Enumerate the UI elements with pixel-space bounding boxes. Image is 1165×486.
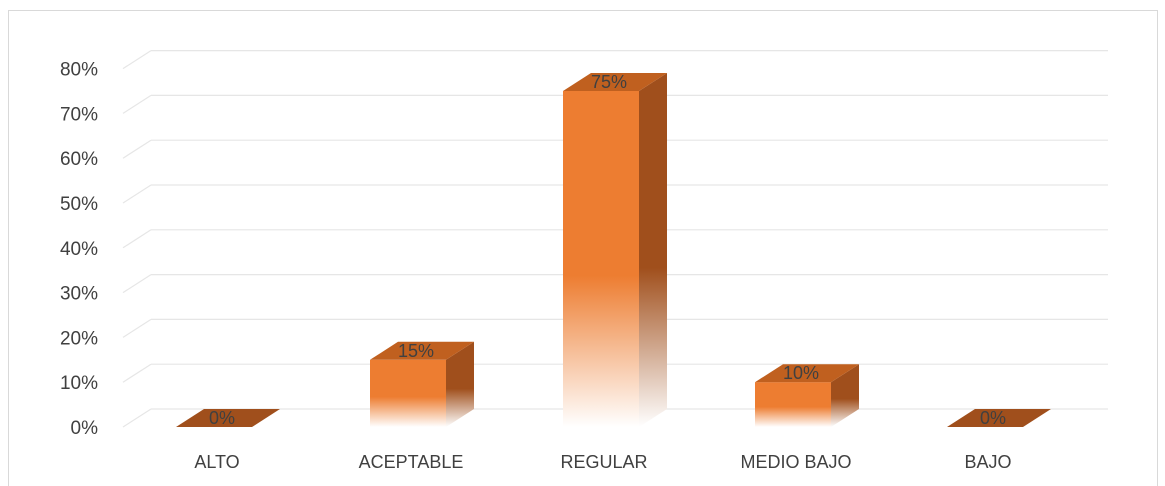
y-tick-label: 30% [60, 284, 98, 305]
category-label: ACEPTABLE [359, 452, 464, 472]
x-axis-categories: ALTO ACEPTABLE REGULAR MEDIO BAJO BAJO [194, 452, 1011, 472]
category-label: MEDIO BAJO [740, 452, 851, 472]
data-labels: 0% 15% 75% 10% 0% [209, 72, 1006, 428]
y-tick-label: 70% [60, 104, 98, 125]
y-tick-label: 50% [60, 194, 98, 215]
bar-aceptable [370, 341, 474, 427]
data-label: 0% [209, 408, 235, 428]
category-label: ALTO [194, 452, 239, 472]
data-label: 75% [591, 72, 627, 92]
chart-frame [8, 10, 1158, 486]
bar-medio-bajo [755, 364, 859, 427]
category-label: BAJO [964, 452, 1011, 472]
data-label: 10% [783, 363, 819, 383]
bar-alto [176, 409, 280, 427]
y-tick-label: 0% [71, 418, 99, 439]
y-tick-label: 60% [60, 149, 98, 170]
y-tick-label: 20% [60, 328, 98, 349]
bar-regular [563, 73, 667, 427]
bar-bajo [947, 409, 1051, 427]
category-label: REGULAR [560, 452, 647, 472]
y-axis-ticks: 0% 10% 20% 30% 40% 50% 60% 70% 80% [60, 60, 98, 439]
data-label: 0% [980, 408, 1006, 428]
y-tick-label: 80% [60, 60, 98, 81]
y-tick-label: 10% [60, 373, 98, 394]
bars [176, 73, 1051, 427]
data-label: 15% [398, 341, 434, 361]
y-tick-label: 40% [60, 239, 98, 260]
gridline [122, 49, 1108, 70]
